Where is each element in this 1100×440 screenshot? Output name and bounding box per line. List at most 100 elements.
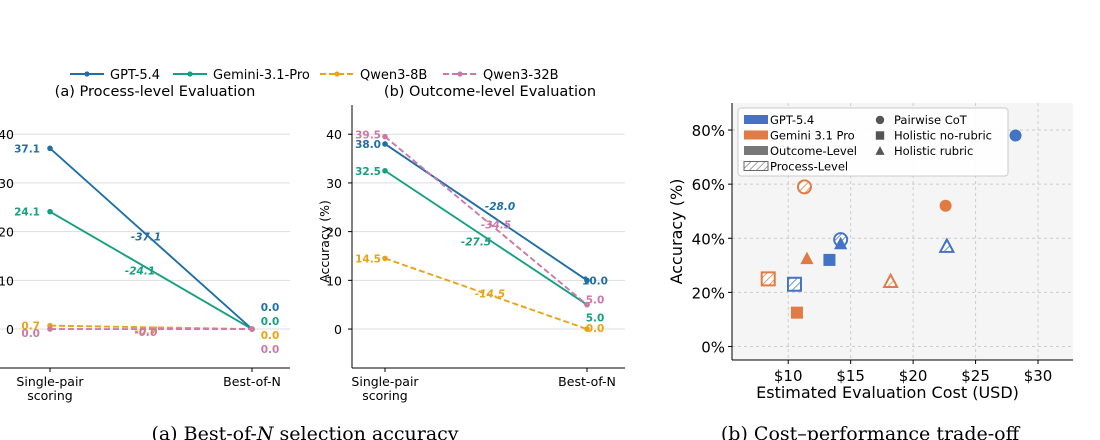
series-point-a-1-0 — [47, 208, 53, 215]
legend-marker-3 — [457, 71, 463, 77]
ytick-label-a-3: 30 — [0, 176, 14, 191]
scatter-point-gpt-5-4-holistic-no-rubric-process-level — [787, 276, 802, 292]
series-point-b-2-0 — [382, 255, 388, 262]
c-ylabel: Accuracy (%) — [667, 179, 686, 285]
series-point-b-3-1 — [584, 301, 590, 308]
series-line-a-1 — [49, 210, 253, 330]
scatter-point-gemini-3-1-pro-holistic-no-rubric-process-level — [760, 271, 776, 287]
c-xtick-label-4: $30 — [1024, 367, 1053, 385]
top-legend: GPT-5.4 Gemini-3.1-Pro Qwen3-8B Qwen3-32B — [70, 68, 559, 83]
series-point-b-0-0 — [382, 141, 388, 147]
data-label-start-b-1: 32.5 — [355, 166, 381, 178]
scatter-point-gemini-3-1-pro-pairwise-cot-outcome-level — [939, 199, 952, 212]
caption-right: (b) Cost–performance trade-off — [721, 423, 1021, 440]
delta-label-a-1: -24.1 — [125, 265, 155, 277]
c-legend-method-label-2: Holistic rubric — [894, 144, 973, 158]
c-legend-shape-square — [875, 131, 885, 140]
series-line-a-2 — [49, 324, 253, 330]
scatter-point-gpt-5-4-holistic-no-rubric-outcome-level — [823, 253, 836, 266]
series-point-a-3-1 — [249, 326, 255, 332]
xtick-label-b-0: Single-pair scoring — [351, 374, 419, 403]
c-legend-shape-circle — [875, 115, 885, 125]
subplot-a-process-level: 0 10 20 30 40 Single-pair scoring Best-of-N 37.1… — [0, 127, 290, 403]
ytick-label-b-4: 40 — [326, 127, 342, 142]
c-xtick-label-3: $25 — [961, 367, 990, 385]
data-label-start-a-2: 0.7 — [21, 321, 40, 333]
delta-label-b-1: -27.5 — [461, 237, 491, 249]
data-label-start-b-3: 39.5 — [355, 130, 381, 142]
delta-label-a-3: -0.0 — [135, 327, 158, 339]
data-label-end-b-3: 5.0 — [586, 295, 605, 307]
c-legend-label-3: Process-Level — [770, 160, 848, 174]
series-point-a-3-0 — [47, 326, 53, 332]
data-label-end-a-2: 0.0 — [261, 330, 280, 342]
legend-marker-0 — [84, 71, 90, 77]
ytick-label-b-2: 20 — [326, 225, 342, 240]
series-point-b-3-0 — [382, 133, 388, 140]
ytick-label-b-1: 10 — [326, 273, 342, 288]
subplot-a-title: (a) Process-level Evaluation — [55, 84, 256, 100]
series-point-b-0-1 — [584, 277, 590, 284]
series-line-b-3 — [384, 135, 588, 306]
ylabel-b: Accuracy (%) — [317, 200, 332, 283]
c-ytick-label-1: 20% — [692, 284, 725, 302]
c-xtick-label-0: $10 — [774, 367, 803, 385]
ytick-label-a-0: 0 — [6, 322, 14, 337]
data-label-end-b-1: 5.0 — [586, 313, 605, 325]
ytick-label-b-3: 30 — [326, 176, 342, 191]
delta-label-b-2: -14.5 — [475, 289, 505, 301]
c-legend-box — [737, 107, 1009, 177]
data-label-start-b-0: 38.0 — [355, 139, 381, 151]
c-ytick-label-2: 40% — [692, 230, 725, 248]
c-legend-swatch-3 — [743, 161, 769, 171]
c-xtick-label-2: $20 — [899, 367, 928, 385]
legend-label-1: Gemini-3.1-Pro — [213, 68, 310, 83]
legend-marker-2 — [334, 71, 340, 77]
delta-label-b-3: -34.5 — [481, 220, 511, 232]
caption-left: (a) Best-of-N selection accuracy — [151, 423, 458, 440]
c-ytick-label-3: 60% — [692, 176, 725, 194]
c-xtick-label-1: $15 — [836, 367, 865, 385]
c-legend-label-1: Gemini 3.1 Pro — [770, 129, 855, 143]
subplot-b-title: (b) Outcome-level Evaluation — [384, 84, 596, 100]
delta-label-a-0: -37.1 — [131, 232, 161, 244]
data-label-end-b-0: 10.0 — [582, 275, 608, 287]
subplot-c-cost-performance: 0% 20% 40% 60% 80% $10 $15 $20 $25 $30 Estimated E… — [667, 103, 1073, 402]
c-legend-method-label-1: Holistic no-rubric — [894, 129, 992, 143]
series-point-a-0-0 — [47, 145, 53, 152]
c-legend-label-2: Outcome-Level — [770, 144, 857, 158]
ytick-label-a-2: 20 — [0, 225, 14, 240]
subplot-b-outcome-level: 0 10 20 30 40 Accuracy (%) Single-pair scoring B… — [317, 105, 625, 403]
series-line-b-1 — [384, 169, 588, 306]
c-xlabel: Estimated Evaluation Cost (USD) — [756, 383, 1019, 402]
c-legend-swatch-1 — [744, 130, 768, 140]
data-label-start-a-0: 37.1 — [14, 143, 40, 155]
series-point-b-1-0 — [382, 167, 388, 174]
scatter-point-gpt-5-4-pairwise-cot-outcome-level — [1009, 129, 1022, 142]
ytick-label-a-1: 10 — [0, 273, 14, 288]
legend-label-3: Qwen3-32B — [483, 68, 559, 83]
xtick-label-b-1: Best-of-N — [558, 374, 616, 389]
data-label-start-a-3: 0.0 — [21, 328, 40, 340]
ytick-label-b-0: 0 — [334, 322, 342, 337]
legend-label-0: GPT-5.4 — [110, 68, 160, 83]
data-label-end-a-0: 0.0 — [261, 302, 280, 314]
scatter-point-gemini-3-1-pro-holistic-no-rubric-outcome-level — [790, 306, 803, 319]
data-label-start-a-1: 24.1 — [14, 207, 40, 219]
data-label-end-a-1: 0.0 — [261, 316, 280, 328]
ytick-label-a-4: 40 — [0, 127, 14, 142]
scatter-point-gpt-5-4-holistic-rubric-process-level — [938, 237, 955, 253]
c-legend-swatch-2 — [744, 146, 768, 155]
data-label-end-a-3: 0.0 — [261, 344, 280, 356]
scatter-point-gemini-3-1-pro-holistic-rubric-outcome-level — [800, 251, 814, 265]
c-legend-shape-triangle — [875, 146, 885, 155]
xtick-label-a-1: Best-of-N — [223, 374, 281, 389]
series-line-a-0 — [49, 147, 253, 330]
c-legend-swatch-0 — [744, 115, 768, 124]
scatter-point-gemini-3-1-pro-pairwise-cot-process-level — [797, 179, 812, 195]
legend-marker-1 — [187, 71, 193, 77]
c-legend-label-0: GPT-5.4 — [770, 113, 814, 127]
c-ytick-label-0: 0% — [701, 338, 725, 356]
